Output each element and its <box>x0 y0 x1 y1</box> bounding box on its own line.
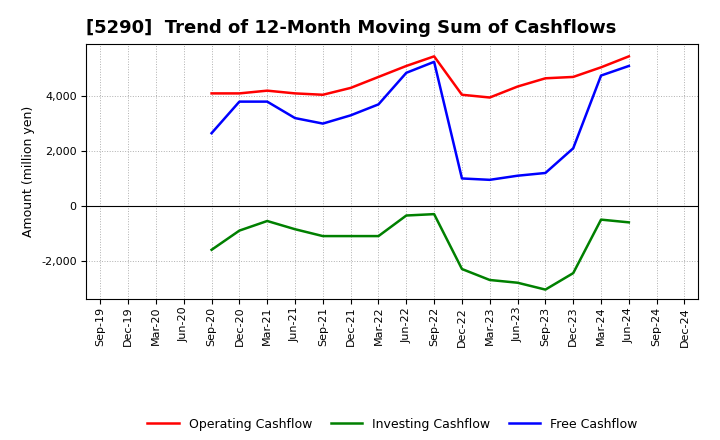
Free Cashflow <box>569 146 577 151</box>
Free Cashflow <box>430 59 438 65</box>
Investing Cashflow <box>346 234 355 239</box>
Investing Cashflow <box>263 218 271 224</box>
Free Cashflow <box>513 173 522 178</box>
Line: Operating Cashflow: Operating Cashflow <box>212 56 629 98</box>
Free Cashflow <box>207 131 216 136</box>
Operating Cashflow <box>430 54 438 59</box>
Operating Cashflow <box>624 54 633 59</box>
Y-axis label: Amount (million yen): Amount (million yen) <box>22 106 35 237</box>
Investing Cashflow <box>458 266 467 271</box>
Investing Cashflow <box>597 217 606 222</box>
Investing Cashflow <box>485 277 494 282</box>
Legend: Operating Cashflow, Investing Cashflow, Free Cashflow: Operating Cashflow, Investing Cashflow, … <box>143 413 642 436</box>
Operating Cashflow <box>291 91 300 96</box>
Free Cashflow <box>597 73 606 78</box>
Operating Cashflow <box>235 91 243 96</box>
Investing Cashflow <box>624 220 633 225</box>
Free Cashflow <box>263 99 271 104</box>
Investing Cashflow <box>569 271 577 276</box>
Operating Cashflow <box>402 63 410 69</box>
Operating Cashflow <box>513 84 522 89</box>
Investing Cashflow <box>402 213 410 218</box>
Free Cashflow <box>402 70 410 75</box>
Line: Free Cashflow: Free Cashflow <box>212 62 629 180</box>
Operating Cashflow <box>207 91 216 96</box>
Operating Cashflow <box>374 74 383 80</box>
Free Cashflow <box>235 99 243 104</box>
Free Cashflow <box>291 115 300 121</box>
Investing Cashflow <box>318 234 327 239</box>
Operating Cashflow <box>346 85 355 91</box>
Operating Cashflow <box>263 88 271 93</box>
Investing Cashflow <box>374 234 383 239</box>
Operating Cashflow <box>541 76 550 81</box>
Operating Cashflow <box>597 65 606 70</box>
Operating Cashflow <box>458 92 467 97</box>
Investing Cashflow <box>235 228 243 233</box>
Investing Cashflow <box>430 212 438 217</box>
Free Cashflow <box>374 102 383 107</box>
Line: Investing Cashflow: Investing Cashflow <box>212 214 629 290</box>
Free Cashflow <box>485 177 494 183</box>
Operating Cashflow <box>318 92 327 97</box>
Operating Cashflow <box>485 95 494 100</box>
Operating Cashflow <box>569 74 577 80</box>
Free Cashflow <box>541 170 550 176</box>
Investing Cashflow <box>541 287 550 292</box>
Free Cashflow <box>624 63 633 69</box>
Investing Cashflow <box>207 247 216 253</box>
Text: [5290]  Trend of 12-Month Moving Sum of Cashflows: [5290] Trend of 12-Month Moving Sum of C… <box>86 19 617 37</box>
Free Cashflow <box>346 113 355 118</box>
Investing Cashflow <box>291 227 300 232</box>
Free Cashflow <box>458 176 467 181</box>
Investing Cashflow <box>513 280 522 286</box>
Free Cashflow <box>318 121 327 126</box>
